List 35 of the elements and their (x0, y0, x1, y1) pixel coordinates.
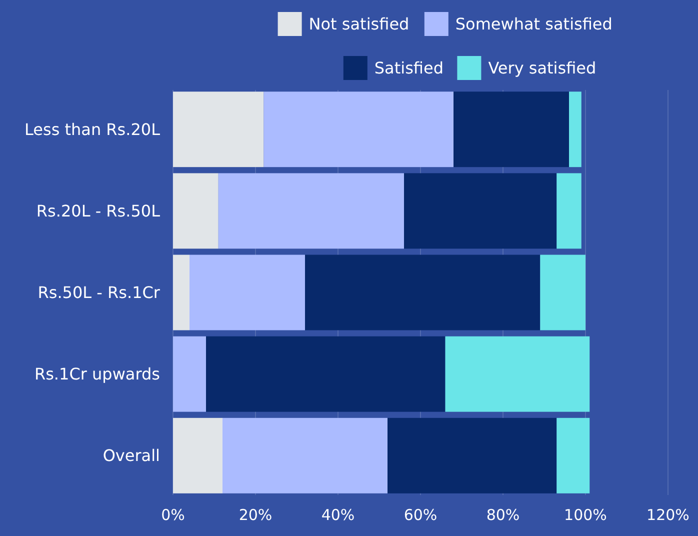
legend-label: Somewhat satisfied (455, 14, 612, 34)
bar (569, 92, 582, 168)
bar (173, 92, 264, 168)
bar (190, 254, 305, 330)
legend-label: Satisfied (374, 58, 444, 78)
bar (264, 92, 454, 168)
x-tick-label: 100% (564, 506, 607, 524)
legend-label: Very satisfied (488, 58, 596, 78)
bar (173, 173, 218, 249)
bar (173, 254, 190, 330)
x-tick-label: 0% (161, 506, 185, 524)
x-tick-label: 60% (404, 506, 438, 524)
x-tick-label: 80% (486, 506, 520, 524)
bar (305, 254, 540, 330)
y-tick-label: Rs.1Cr upwards (34, 364, 160, 384)
y-tick-label: Overall (102, 446, 160, 466)
legend-label: Not satisfied (308, 14, 410, 34)
x-tick-label: 120% (646, 506, 690, 524)
bar (445, 336, 590, 412)
bar (540, 254, 586, 330)
x-tick-label: 20% (238, 506, 272, 524)
bar (404, 173, 557, 249)
bar (218, 173, 404, 249)
bar (173, 418, 222, 494)
y-tick-label: Rs.20L - Rs.50L (36, 201, 160, 220)
bar (388, 418, 557, 494)
bar (454, 92, 569, 168)
bar (206, 336, 446, 412)
x-tick-label: 40% (321, 506, 355, 524)
bar (556, 173, 582, 249)
bar (222, 418, 388, 494)
bar (556, 418, 590, 494)
y-tick-label: Less than Rs.20L (24, 120, 160, 139)
bar (173, 336, 206, 412)
y-tick-label: Rs.50L - Rs.1Cr (38, 283, 160, 302)
